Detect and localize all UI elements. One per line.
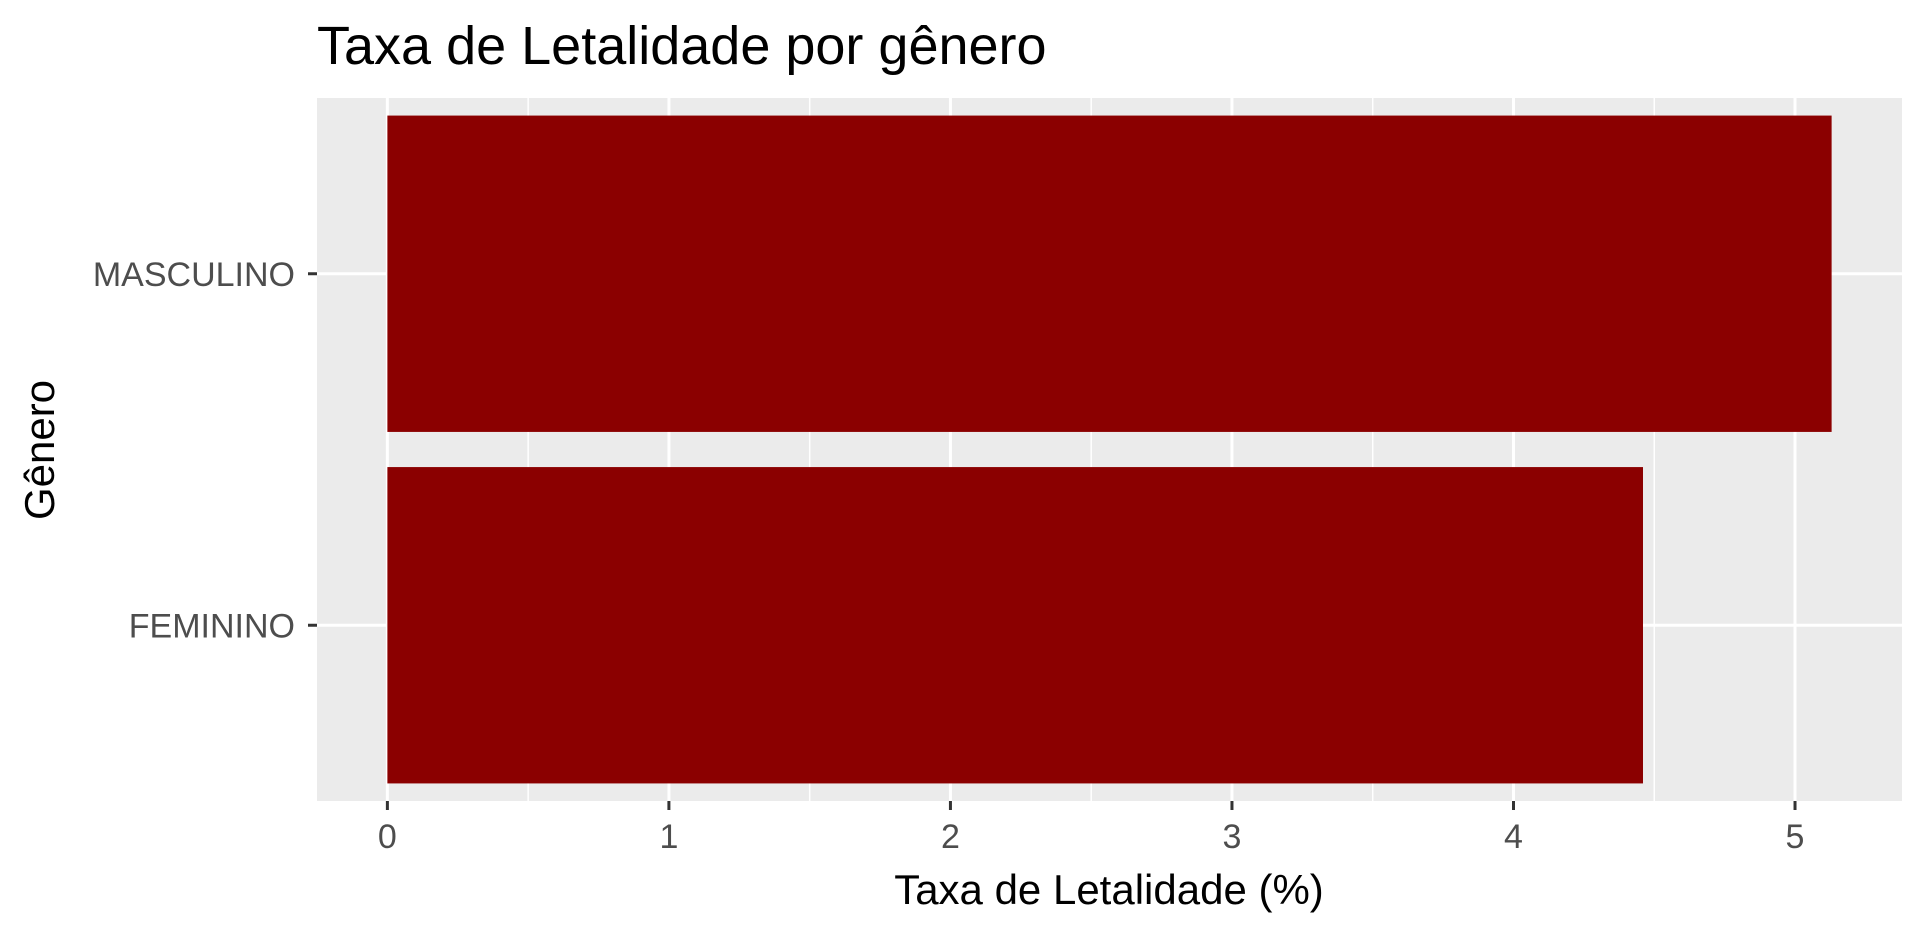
y-axis-ticks: FEMININO MASCULINO <box>93 256 317 645</box>
x-axis-ticks: 0 1 2 3 4 5 <box>378 801 1805 856</box>
bar-feminino <box>387 467 1643 784</box>
x-tick-label: 1 <box>659 818 678 856</box>
x-tick-label: 4 <box>1504 818 1523 856</box>
x-tick-label: 0 <box>378 818 397 856</box>
y-tick-label: FEMININO <box>129 607 295 645</box>
bars <box>387 115 1832 784</box>
x-tick-label: 2 <box>941 818 960 856</box>
chart-title: Taxa de Letalidade por gênero <box>317 16 1047 76</box>
x-axis-title: Taxa de Letalidade (%) <box>894 866 1324 913</box>
y-axis-title: Gênero <box>16 380 63 520</box>
bar-masculino <box>387 115 1832 432</box>
x-tick-label: 3 <box>1223 818 1242 856</box>
x-tick-label: 5 <box>1786 818 1805 856</box>
y-tick-label: MASCULINO <box>93 256 295 294</box>
